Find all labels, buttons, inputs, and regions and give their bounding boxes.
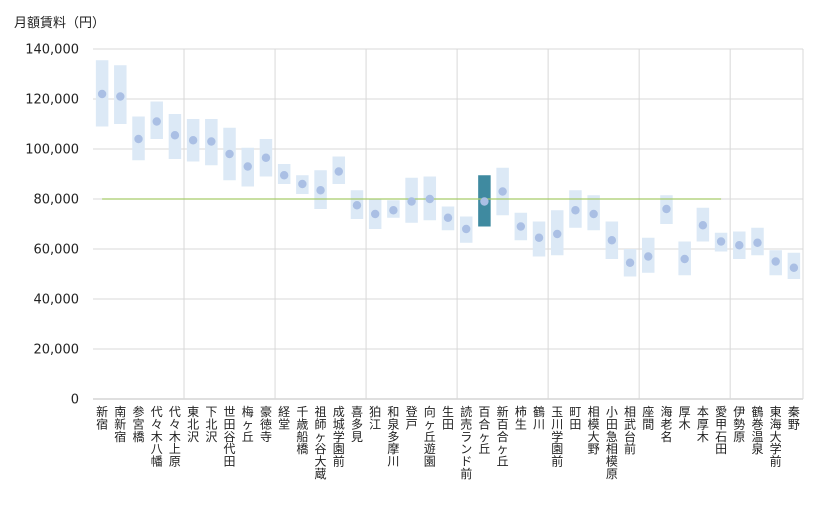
average-dot	[243, 162, 252, 171]
average-dot	[225, 149, 234, 159]
y-axis-ticks: 0 20,000 40,000 60,000 80,000 100,000 120,000 1…	[25, 43, 79, 408]
gridlines	[93, 48, 804, 400]
x-tick-label: 鶴川	[533, 404, 545, 431]
average-dot	[298, 179, 307, 189]
x-tick-label: 狛江	[369, 405, 381, 431]
x-tick-label: 愛甲石田	[715, 405, 727, 456]
y-tick-label: 0	[71, 393, 79, 408]
average-dot	[534, 233, 544, 242]
average-dot	[516, 222, 526, 231]
average-dot	[116, 92, 125, 101]
average-dot	[716, 237, 726, 246]
x-tick-label: 伊勢原	[733, 405, 745, 444]
x-tick-label: 豪徳寺	[260, 404, 272, 444]
average-dot	[553, 229, 562, 239]
x-tick-label: 経堂	[278, 405, 290, 431]
average-dot	[279, 171, 289, 180]
x-tick-label: 世田谷代田	[224, 405, 236, 469]
x-tick-label: 秦野	[788, 405, 800, 431]
x-tick-label: 読売ランド前	[460, 404, 472, 481]
y-tick-label: 20,000	[34, 343, 80, 358]
average-dot	[625, 258, 635, 267]
x-tick-label: 梅ヶ丘	[242, 404, 254, 444]
average-dot	[443, 213, 453, 222]
x-tick-label: 祖師ヶ谷大蔵	[315, 404, 327, 481]
y-tick-label: 100,000	[25, 143, 79, 158]
x-tick-label: 下北沢	[205, 405, 217, 444]
average-dot	[425, 194, 434, 204]
average-dot	[735, 241, 744, 250]
y-axis-title: 月額賃料（円）	[14, 16, 105, 31]
x-tick-label: 生田	[442, 405, 454, 431]
x-tick-label: 喜多見	[351, 405, 363, 444]
x-tick-label: 玉川学園前	[551, 405, 563, 469]
y-tick-label: 40,000	[34, 293, 80, 308]
x-tick-label: 代々木八幡	[151, 405, 163, 469]
average-dot	[680, 254, 689, 264]
average-dot	[97, 89, 107, 99]
average-dot	[753, 238, 762, 247]
average-dot	[261, 153, 271, 162]
x-axis-ticks: 新宿南新宿参宮橋代々木八幡代々木上原東北沢下北沢世田谷代田梅ヶ丘豪徳寺経堂千歳船…	[96, 404, 800, 481]
x-tick-label: 参宮橋	[133, 404, 145, 444]
x-tick-label: 向ヶ丘遊園	[424, 404, 436, 469]
average-dot	[498, 187, 507, 196]
average-dot	[644, 252, 653, 261]
average-dot	[188, 136, 198, 145]
average-dot	[607, 236, 617, 245]
average-dot	[170, 131, 180, 140]
x-tick-label: 東海大学前	[770, 405, 782, 469]
average-dot	[771, 257, 780, 266]
average-dot	[207, 137, 216, 146]
average-dot	[789, 263, 799, 272]
average-dot	[134, 134, 143, 144]
x-tick-label: 和泉多摩川	[387, 405, 399, 469]
x-tick-label: 代々木上原	[169, 405, 181, 469]
x-tick-label: 鶴巻温泉	[751, 404, 763, 456]
x-tick-label: 柿生	[515, 404, 527, 431]
x-tick-label: 厚木	[679, 405, 691, 431]
x-tick-label: 小田急相模原	[606, 405, 618, 481]
y-tick-label: 140,000	[25, 43, 79, 58]
average-dot	[407, 197, 416, 206]
average-dot	[589, 209, 598, 219]
x-tick-label: 南新宿	[114, 404, 126, 444]
average-dot	[370, 209, 380, 219]
x-tick-label: 町田	[569, 405, 581, 431]
average-dot	[352, 201, 362, 210]
average-dot	[698, 221, 708, 230]
average-dot	[152, 117, 161, 126]
x-tick-label: 百合ヶ丘	[478, 405, 490, 456]
average-dot	[480, 197, 489, 206]
y-tick-label: 60,000	[34, 243, 80, 258]
average-dot	[389, 206, 398, 215]
x-tick-label: 相模大野	[588, 405, 600, 456]
y-tick-label: 120,000	[25, 93, 79, 108]
average-dot	[316, 186, 325, 195]
x-tick-label: 新宿	[96, 404, 108, 431]
x-tick-label: 相武台前	[624, 405, 636, 456]
x-tick-label: 千歳船橋	[296, 405, 308, 456]
x-tick-label: 成城学園前	[333, 405, 345, 469]
average-dot	[334, 167, 343, 176]
average-dots	[97, 89, 799, 272]
x-tick-label: 座間	[642, 404, 654, 431]
average-dot	[462, 224, 471, 234]
x-tick-label: 海老名	[660, 404, 672, 444]
x-tick-label: 東北沢	[187, 405, 199, 444]
x-tick-label: 登戸	[406, 404, 418, 431]
average-dot	[571, 206, 580, 215]
x-tick-label: 新百合ヶ丘	[497, 404, 509, 469]
average-dot	[662, 204, 671, 214]
y-tick-label: 80,000	[34, 193, 80, 208]
x-tick-label: 本厚木	[697, 405, 709, 444]
